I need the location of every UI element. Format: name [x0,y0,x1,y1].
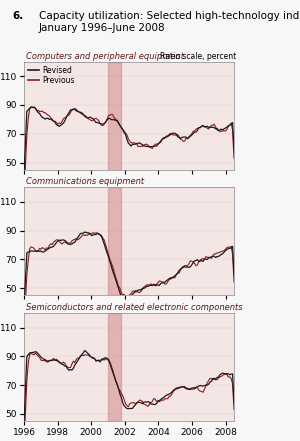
Bar [108,313,121,421]
Text: Computers and peripheral equipment: Computers and peripheral equipment [26,52,184,61]
Legend: Revised, Previous: Revised, Previous [28,66,75,85]
Text: Semiconductors and related electronic components: Semiconductors and related electronic co… [26,303,243,312]
Text: Communications equipment: Communications equipment [26,177,144,187]
Bar [108,187,121,295]
Bar [108,62,121,170]
Text: 6.: 6. [12,11,23,21]
Text: Capacity utilization: Selected high-technology industries,
January 1996–June 200: Capacity utilization: Selected high-tech… [39,11,300,34]
Text: Ratio scale, percent: Ratio scale, percent [160,52,236,61]
